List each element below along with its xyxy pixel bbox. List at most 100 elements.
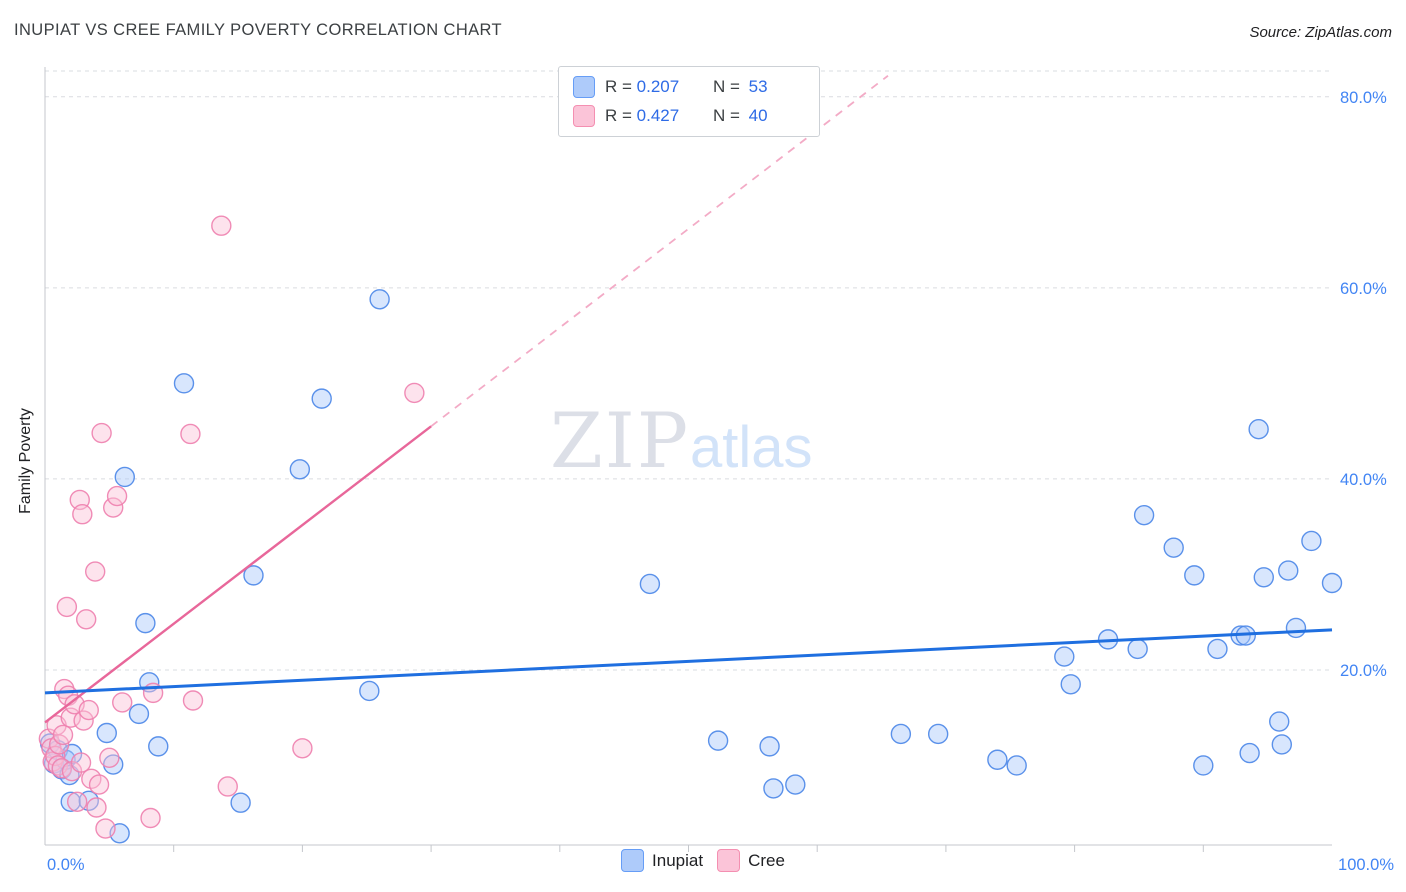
cree-point	[103, 497, 124, 518]
inupiat-point	[173, 373, 195, 394]
cree-r-stat: R = 0.427	[605, 106, 713, 126]
cree-point	[112, 692, 133, 713]
y-tick-label: 40.0%	[1340, 471, 1387, 489]
inupiat-point	[1133, 504, 1155, 526]
inupiat-point	[1207, 638, 1228, 660]
inupiat-n-stat: N = 53	[713, 77, 768, 97]
inupiat-point	[759, 736, 780, 757]
inupiat-point	[243, 565, 264, 586]
cree-point	[75, 609, 97, 630]
inupiat-point	[289, 459, 311, 480]
cree-point	[56, 596, 78, 618]
inupiat-trend-line	[44, 628, 1333, 695]
inupiat-point	[311, 388, 332, 409]
n-value: 53	[748, 77, 768, 96]
legend-row-cree: R = 0.427 N = 40	[573, 105, 807, 127]
cree-point	[73, 710, 94, 731]
inupiat-point	[1285, 617, 1307, 639]
series-legend: Inupiat Cree	[0, 849, 1406, 872]
inupiat-point	[1060, 674, 1081, 695]
r-label: R =	[605, 106, 632, 125]
cree-point	[52, 724, 74, 746]
y-tick-label: 80.0%	[1340, 89, 1387, 107]
correlation-legend-box: R = 0.207 N = 53 R = 0.427 N = 40	[558, 66, 820, 137]
cree-point	[91, 422, 112, 444]
cree-trend-line	[44, 425, 432, 724]
cree-point	[140, 807, 161, 829]
inupiat-point	[785, 774, 806, 795]
inupiat-point	[369, 289, 390, 310]
inupiat-swatch-icon	[573, 76, 595, 98]
inupiat-point	[1321, 572, 1343, 594]
inupiat-point	[148, 736, 169, 757]
inupiat-point	[1239, 742, 1260, 764]
inupiat-point	[1248, 419, 1269, 440]
y-tick-label: 20.0%	[1340, 662, 1387, 680]
cree-point	[217, 776, 238, 797]
legend-item-cree: Cree	[717, 849, 785, 872]
cree-point	[72, 504, 93, 525]
y-tick-label: 60.0%	[1340, 280, 1387, 298]
cree-point	[84, 561, 106, 582]
cree-point	[66, 791, 88, 812]
inupiat-point	[96, 722, 117, 744]
cree-point	[404, 382, 425, 404]
cree-point	[292, 738, 313, 759]
cree-point	[180, 423, 201, 445]
inupiat-point	[1184, 565, 1205, 586]
inupiat-point	[763, 778, 784, 799]
cree-point	[211, 215, 232, 236]
inupiat-point	[1278, 560, 1299, 581]
legend-item-inupiat: Inupiat	[621, 849, 703, 872]
legend-item-label: Cree	[748, 850, 785, 870]
cree-trend-dashed	[430, 75, 889, 428]
cree-point	[106, 485, 128, 507]
inupiat-point	[1253, 567, 1274, 588]
cree-point	[70, 752, 92, 773]
inupiat-point	[359, 680, 380, 702]
r-value: 0.427	[636, 106, 680, 125]
x-min-label: 0.0%	[47, 856, 85, 874]
r-label: R =	[605, 77, 632, 96]
inupiat-point	[1127, 638, 1148, 660]
inupiat-point	[890, 723, 912, 745]
cree-n-stat: N = 40	[713, 106, 768, 126]
inupiat-point	[1054, 646, 1075, 667]
inupiat-point	[1271, 734, 1293, 755]
inupiat-point	[1163, 537, 1184, 558]
x-max-label: 100.0%	[1338, 856, 1394, 874]
inupiat-point	[230, 792, 251, 813]
n-label: N =	[713, 77, 740, 96]
n-label: N =	[713, 106, 740, 125]
inupiat-point	[927, 723, 949, 745]
inupiat-point	[128, 703, 150, 725]
cree-swatch-icon	[717, 849, 741, 872]
inupiat-point	[639, 573, 661, 595]
cree-point	[95, 818, 116, 839]
inupiat-point	[1193, 755, 1214, 776]
cree-point	[86, 797, 107, 818]
inupiat-swatch-icon	[621, 849, 645, 872]
legend-row-inupiat: R = 0.207 N = 53	[573, 76, 807, 98]
page-title: INUPIAT VS CREE FAMILY POVERTY CORRELATI…	[14, 21, 503, 39]
r-value: 0.207	[636, 77, 680, 96]
cree-point	[182, 690, 204, 711]
cree-point	[99, 747, 120, 769]
cree-swatch-icon	[573, 105, 595, 127]
inupiat-point	[1269, 711, 1290, 732]
inupiat-point	[1006, 755, 1027, 776]
n-value: 40	[748, 106, 768, 125]
inupiat-r-stat: R = 0.207	[605, 77, 713, 97]
cree-point	[78, 699, 99, 721]
inupiat-point	[707, 730, 729, 751]
source-label: Source: ZipAtlas.com	[1249, 24, 1392, 41]
legend-item-label: Inupiat	[652, 850, 704, 870]
inupiat-point	[114, 466, 135, 488]
cree-point	[60, 707, 81, 728]
cree-point	[88, 774, 110, 795]
inupiat-point	[1301, 530, 1322, 552]
inupiat-point	[987, 749, 1008, 770]
inupiat-point	[135, 612, 156, 634]
inupiat-point	[60, 791, 81, 812]
